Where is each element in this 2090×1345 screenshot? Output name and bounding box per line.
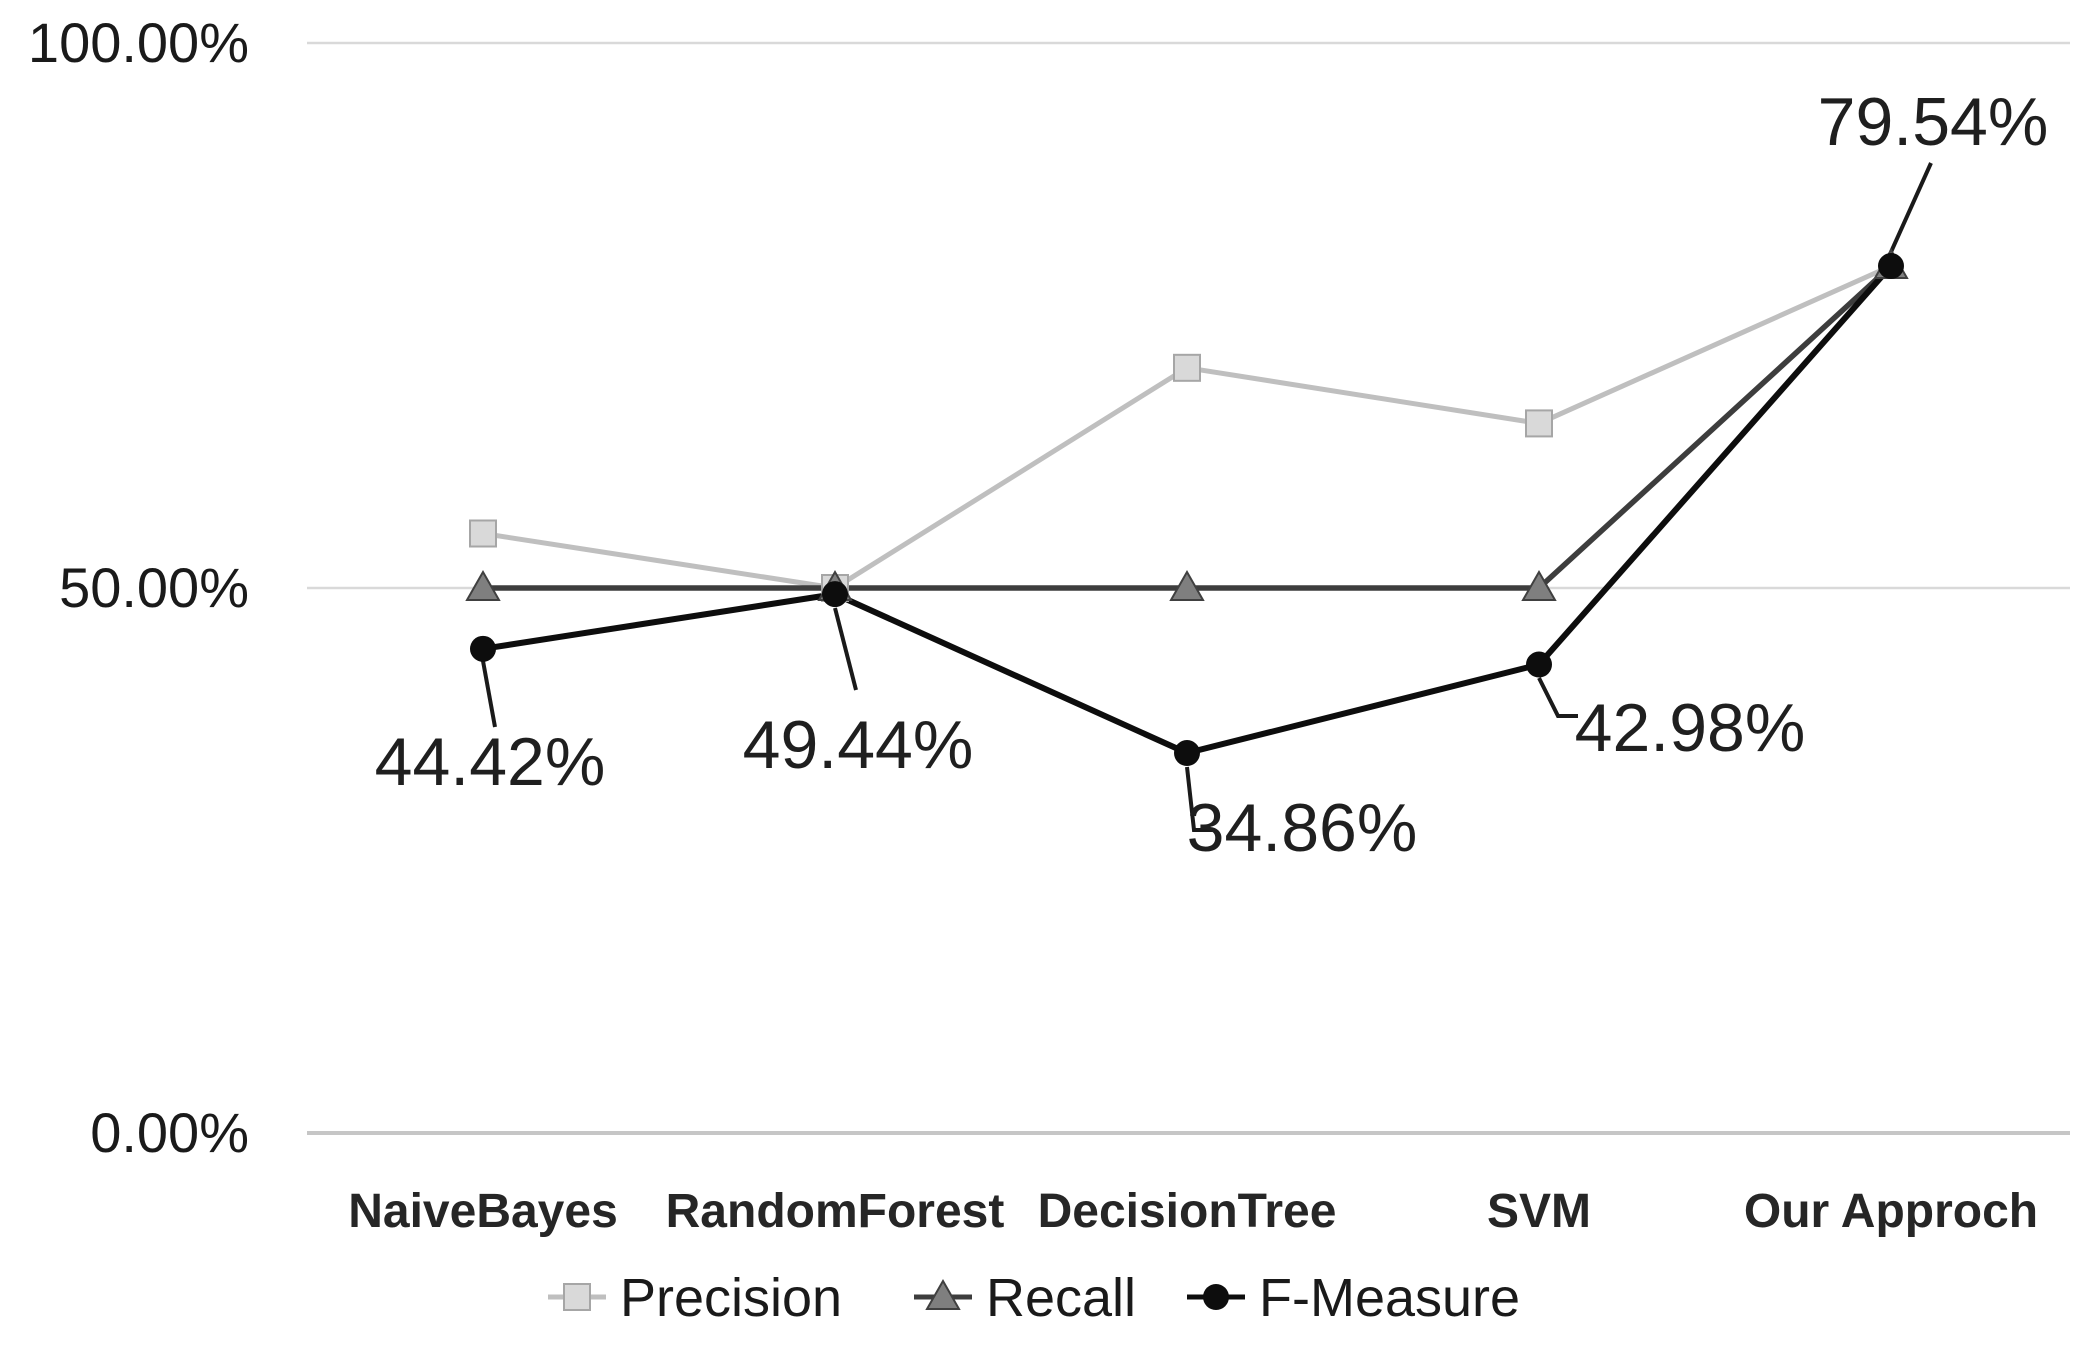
legend-marker-f-measure [1203,1284,1229,1310]
marker-square-precision [469,519,497,548]
marker-square-precision [1525,409,1553,438]
x-axis-category-label: RandomForest [666,1185,1005,1238]
x-axis-category-label: SVM [1487,1185,1591,1238]
marker-square-precision [1173,353,1201,382]
legend-label-f-measure: F-Measure [1259,1268,1520,1328]
x-axis-category-label: NaiveBayes [348,1185,618,1238]
data-label-leader-line [1537,677,1578,718]
data-label-leader-line [1889,162,1933,253]
legend-marker-precision [563,1283,591,1311]
data-label: 79.54% [1818,84,2049,160]
data-label-leader-line [1185,766,1214,832]
y-axis-tick-label: 0.00% [90,1101,249,1164]
marker-circle-f-measure [1174,740,1200,767]
data-label-leader-line [833,607,858,691]
legend-label-recall: Recall [986,1268,1136,1328]
marker-circle-f-measure [1526,651,1552,678]
marker-circle-f-measure [470,635,496,662]
y-axis-tick-label: 100.00% [28,11,249,74]
data-label: 49.44% [743,707,974,783]
data-label: 42.98% [1575,690,1806,766]
marker-triangle-recall [1521,569,1557,601]
data-label: 34.86% [1187,790,1418,866]
legend-label-precision: Precision [620,1268,842,1328]
data-label: 44.42% [375,724,606,800]
legend-marker-recall [925,1278,961,1310]
x-axis-category-label: DecisionTree [1038,1185,1337,1238]
marker-circle-f-measure [822,581,848,608]
y-axis-tick-label: 50.00% [59,556,249,619]
marker-circle-f-measure [1878,253,1904,280]
marker-triangle-recall [1169,569,1205,601]
data-label-leader-line [481,660,497,728]
marker-triangle-recall [465,569,501,601]
x-axis-category-label: Our Approch [1744,1185,2038,1238]
